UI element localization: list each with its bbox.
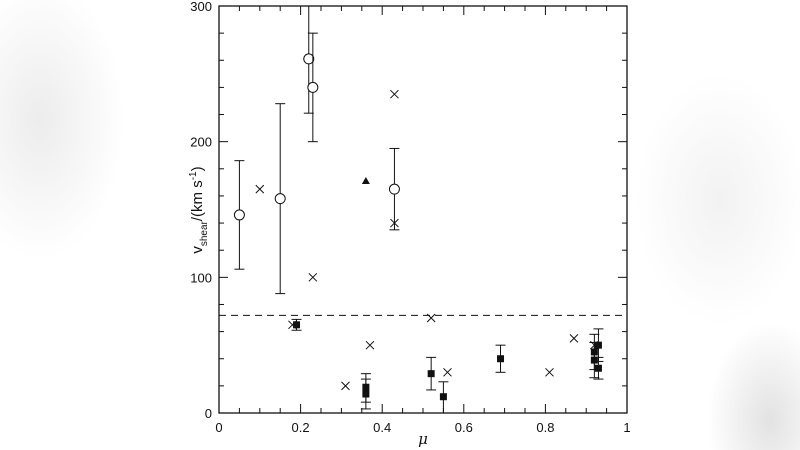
square-marker bbox=[590, 356, 598, 364]
x-tick-label: 0.4 bbox=[373, 420, 391, 435]
square-marker bbox=[594, 364, 602, 372]
y-tick-label: 300 bbox=[190, 0, 212, 14]
square-marker bbox=[594, 341, 602, 349]
square-marker bbox=[439, 393, 447, 401]
x-tick-label: 0.2 bbox=[292, 420, 310, 435]
y-tick-label: 100 bbox=[190, 270, 212, 285]
cross-marker bbox=[545, 367, 554, 377]
x-axis-label: μ bbox=[418, 430, 428, 448]
x-tick-label: 1 bbox=[623, 420, 630, 435]
cross-marker bbox=[341, 381, 350, 391]
y-axis-label: vshear/(km s-1) bbox=[188, 166, 210, 253]
cross-marker bbox=[426, 313, 436, 323]
open-circle-marker bbox=[274, 193, 286, 205]
open-circle-marker bbox=[388, 183, 400, 195]
square-marker bbox=[293, 321, 301, 329]
square-marker bbox=[497, 355, 505, 363]
square-marker bbox=[427, 370, 435, 378]
y-tick-label: 0 bbox=[205, 406, 212, 421]
y-tick-label: 200 bbox=[190, 135, 212, 150]
cross-marker bbox=[255, 184, 265, 194]
x-tick-label: 0 bbox=[215, 420, 222, 435]
open-circle-marker bbox=[233, 209, 245, 221]
data-points bbox=[233, 6, 604, 414]
cross-marker bbox=[443, 367, 452, 377]
axis-ticks: 0 0.2 0.4 0.6 0.8 1 0 100 200 300 bbox=[190, 0, 630, 435]
cross-marker bbox=[569, 334, 579, 343]
triangle-marker bbox=[361, 177, 370, 185]
cross-marker bbox=[365, 340, 375, 350]
axis-labels: μ vshear/(km s-1) bbox=[188, 166, 428, 448]
open-circle-marker bbox=[307, 81, 319, 93]
x-tick-label: 0.8 bbox=[536, 420, 554, 435]
square-marker bbox=[362, 390, 370, 398]
cross-marker bbox=[308, 272, 318, 282]
x-tick-label: 0.6 bbox=[455, 420, 473, 435]
open-circle-marker bbox=[303, 53, 315, 65]
cross-marker bbox=[390, 89, 399, 99]
cross-marker bbox=[390, 218, 399, 228]
